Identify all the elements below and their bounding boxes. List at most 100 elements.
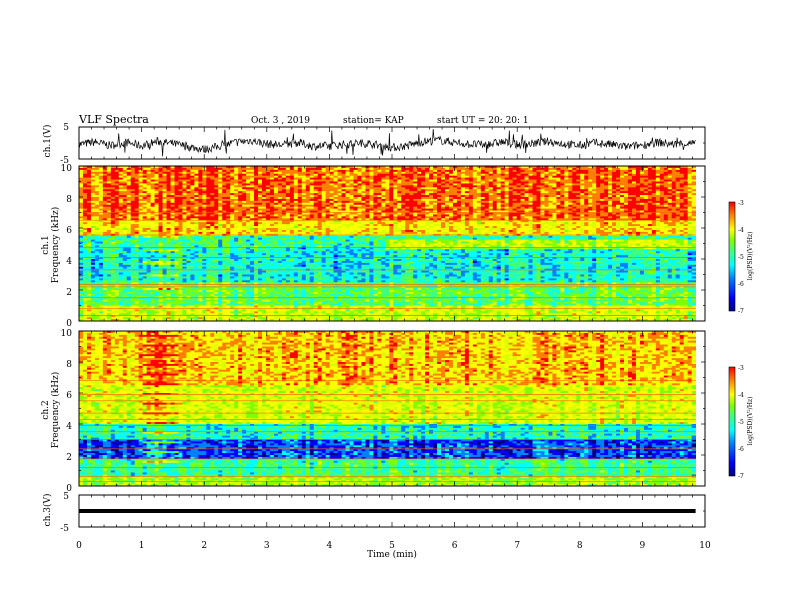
p-ch1s-cell <box>500 166 506 169</box>
p-ch1s-cell <box>468 191 474 194</box>
p-ch1s-cell <box>142 214 148 217</box>
p-ch1s-cell <box>353 212 358 215</box>
p-ch1s-cell <box>452 173 458 177</box>
p-ch1s-cell <box>254 195 259 198</box>
p-ch1s-cell <box>500 197 506 200</box>
p-ch1s-cell <box>580 189 585 192</box>
p-ch1s-cell <box>134 173 140 177</box>
p-ch1s-cell <box>620 175 625 179</box>
p-ch1s-cell <box>464 171 470 175</box>
p-ch1s-cell <box>369 175 374 179</box>
p-ch1s-cell <box>596 195 601 198</box>
p-ch1s-cell <box>293 200 299 204</box>
p-ch1s-cell <box>425 167 430 171</box>
p-ch1s-cell <box>182 183 187 186</box>
p-ch1s-cell <box>146 216 152 219</box>
p-ch1s-cell <box>389 195 394 198</box>
p-ch1s-cell <box>353 173 358 177</box>
p-ch1s-cell <box>305 179 311 182</box>
p-ch1s-cell <box>659 208 665 211</box>
p-ch1s-cell <box>242 166 247 169</box>
p-ch1s-cell <box>624 179 629 182</box>
p-ch1s-cell <box>365 167 370 171</box>
p-ch1s-cell <box>576 189 581 192</box>
p-ch1s-cell <box>130 191 136 194</box>
p-ch1s-cell <box>134 193 140 196</box>
p-ch1s-cell <box>273 210 279 213</box>
p-ch1s-cell <box>405 177 410 180</box>
p-ch1s-cell <box>222 195 227 198</box>
p-ch1s-cell <box>584 185 589 188</box>
p-ch1s-cell <box>576 187 581 190</box>
p-ch1s-cell <box>373 173 378 177</box>
p-ch1s-cell <box>130 214 136 217</box>
p-ch1s-cell <box>269 166 275 169</box>
p-ch1s-cell <box>122 193 128 196</box>
p-ch1s-cell <box>122 198 128 202</box>
p-ch1s-cell <box>186 169 191 173</box>
p-ch1s-cell <box>667 195 673 198</box>
p-ch1s-cell <box>317 169 323 173</box>
p-ch1s-cell <box>365 208 370 211</box>
p-ch1s-cell <box>608 175 613 179</box>
p-ch1s-cell <box>365 191 370 194</box>
p-ch1s-cell <box>620 167 625 171</box>
p-ch1s-cell <box>242 193 247 196</box>
p-ch1s-cell <box>202 185 207 188</box>
p-ch1s-cell <box>150 202 155 206</box>
p-ch1s-cell <box>405 191 410 194</box>
p-ch1s-cell <box>265 200 271 204</box>
p-ch1s-cell <box>162 181 167 184</box>
p-ch1s-cell <box>230 183 235 186</box>
p-ch1s-cell <box>500 171 506 175</box>
p-ch1s-cell <box>552 208 557 211</box>
p-ch1s-cell <box>604 208 609 211</box>
p-ch1s-cell <box>631 173 637 177</box>
p-ch1s-cell <box>313 195 319 198</box>
p-ch1s-cell <box>86 202 92 206</box>
p-ch1s-cell <box>417 167 422 171</box>
p-ch1s-cell <box>671 189 677 192</box>
p-ch1s-cell <box>635 187 641 190</box>
p-ch1s-cell <box>620 204 625 208</box>
p-ch1s-cell <box>687 191 693 194</box>
p-ch1s-cell <box>178 197 183 200</box>
p-ch1s-cell <box>309 191 315 194</box>
p-ch1s-cell <box>353 189 358 192</box>
p-ch1s-cell <box>604 191 609 194</box>
p-ch1s-cell <box>476 166 482 169</box>
p-ch1s-cell <box>82 175 88 179</box>
p-ch1s-cell <box>564 175 569 179</box>
p-ch1s-cell <box>369 187 374 190</box>
p-ch1s-cell <box>616 200 621 204</box>
p-ch1s-cell <box>516 204 521 208</box>
p-ch1s-cell <box>667 187 673 190</box>
p-ch1s-cell <box>572 200 577 204</box>
p-ch1s-cell <box>341 197 346 200</box>
p-ch1s-cell <box>691 175 697 179</box>
p-ch1s-cell <box>90 197 96 200</box>
p-ch1s-cell <box>460 197 466 200</box>
p-ch1s-cell <box>393 179 398 182</box>
p-ch1s-cell <box>500 169 506 173</box>
p-ch1s-cell <box>484 171 490 175</box>
p-ch1s-cell <box>456 208 462 211</box>
p-ch1s-cell <box>504 202 510 206</box>
p-ch1s-cell <box>106 179 112 182</box>
p-ch1s-cell <box>102 214 108 217</box>
p-ch1s-cell <box>234 185 239 188</box>
p-ch1s-cell <box>242 200 247 204</box>
p-ch1s-cell <box>206 179 211 182</box>
p-ch1s-cell <box>309 206 315 210</box>
p-ch1s-cell <box>683 193 689 196</box>
p-ch1s-cell <box>273 179 279 182</box>
p-ch1s-cell <box>393 208 398 211</box>
p-ch1s-cell <box>353 183 358 186</box>
p-ch1s-cell <box>281 200 287 204</box>
p-ch1s-cell <box>409 169 414 173</box>
p-ch1s-cell <box>142 193 148 196</box>
p-ch1s-cell <box>588 185 593 188</box>
p-ch1s-cell <box>425 179 430 182</box>
p-ch1s-cell <box>452 193 458 196</box>
p-ch1s-cell <box>238 177 243 180</box>
